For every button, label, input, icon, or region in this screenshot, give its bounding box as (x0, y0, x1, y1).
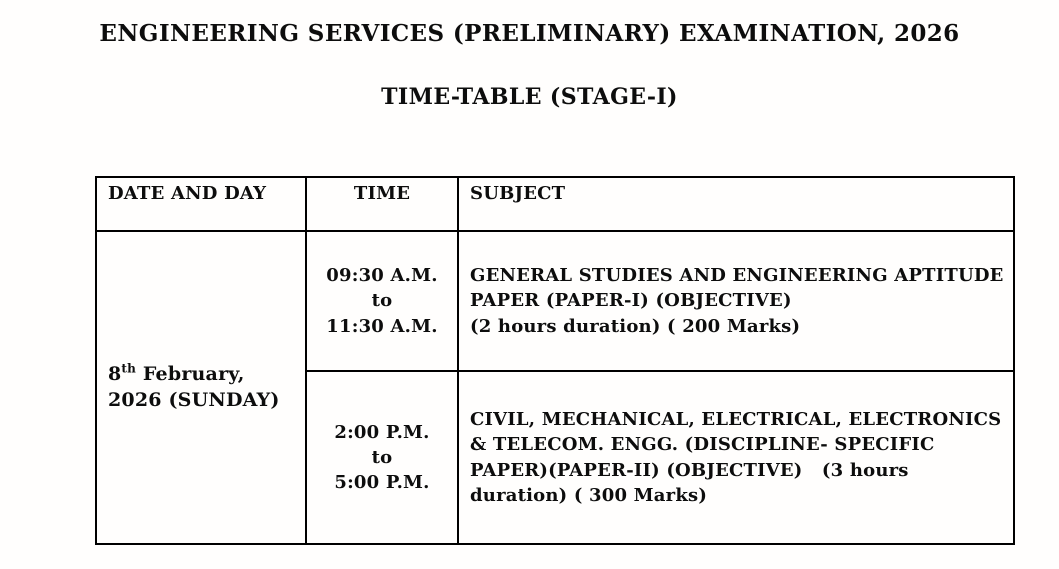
exam-date-line-2: 2026 (SUNDAY) (108, 388, 280, 411)
header-row: DATE AND DAY TIME SUBJECT (95, 176, 1015, 232)
table-row-session-1: 8th February, 2026 (SUNDAY) 09:30 A.M. t… (95, 230, 1015, 545)
session-2-subject: CIVIL, MECHANICAL, ELECTRICAL, ELECTRONI… (457, 370, 1015, 545)
column-header-time: TIME (305, 176, 459, 232)
session-1-subject: GENERAL STUDIES AND ENGINEERING APTITUDE… (457, 230, 1015, 372)
column-header-date-and-day: DATE AND DAY (95, 176, 307, 232)
session-1-time: 09:30 A.M. to 11:30 A.M. (305, 230, 459, 372)
exam-date-ordinal-suffix: th (121, 361, 137, 376)
exam-timetable: DATE AND DAY TIME SUBJECT 8th February, … (95, 176, 1015, 545)
page-subtitle: TIME-TABLE (STAGE-I) (381, 84, 678, 110)
exam-date-month: February, (136, 362, 245, 385)
table-row-session-2: 2:00 P.M. to 5:00 P.M. CIVIL, MECHANICAL… (96, 370, 1015, 545)
exam-date-day: 8 (108, 362, 122, 385)
session-2-time: 2:00 P.M. to 5:00 P.M. (305, 370, 459, 545)
column-header-subject: SUBJECT (457, 176, 1015, 232)
exam-date-line-1: 8th February, (108, 362, 299, 388)
page-title: ENGINEERING SERVICES (PRELIMINARY) EXAMI… (99, 20, 960, 47)
exam-date-cell: 8th February, 2026 (SUNDAY) (95, 230, 307, 545)
